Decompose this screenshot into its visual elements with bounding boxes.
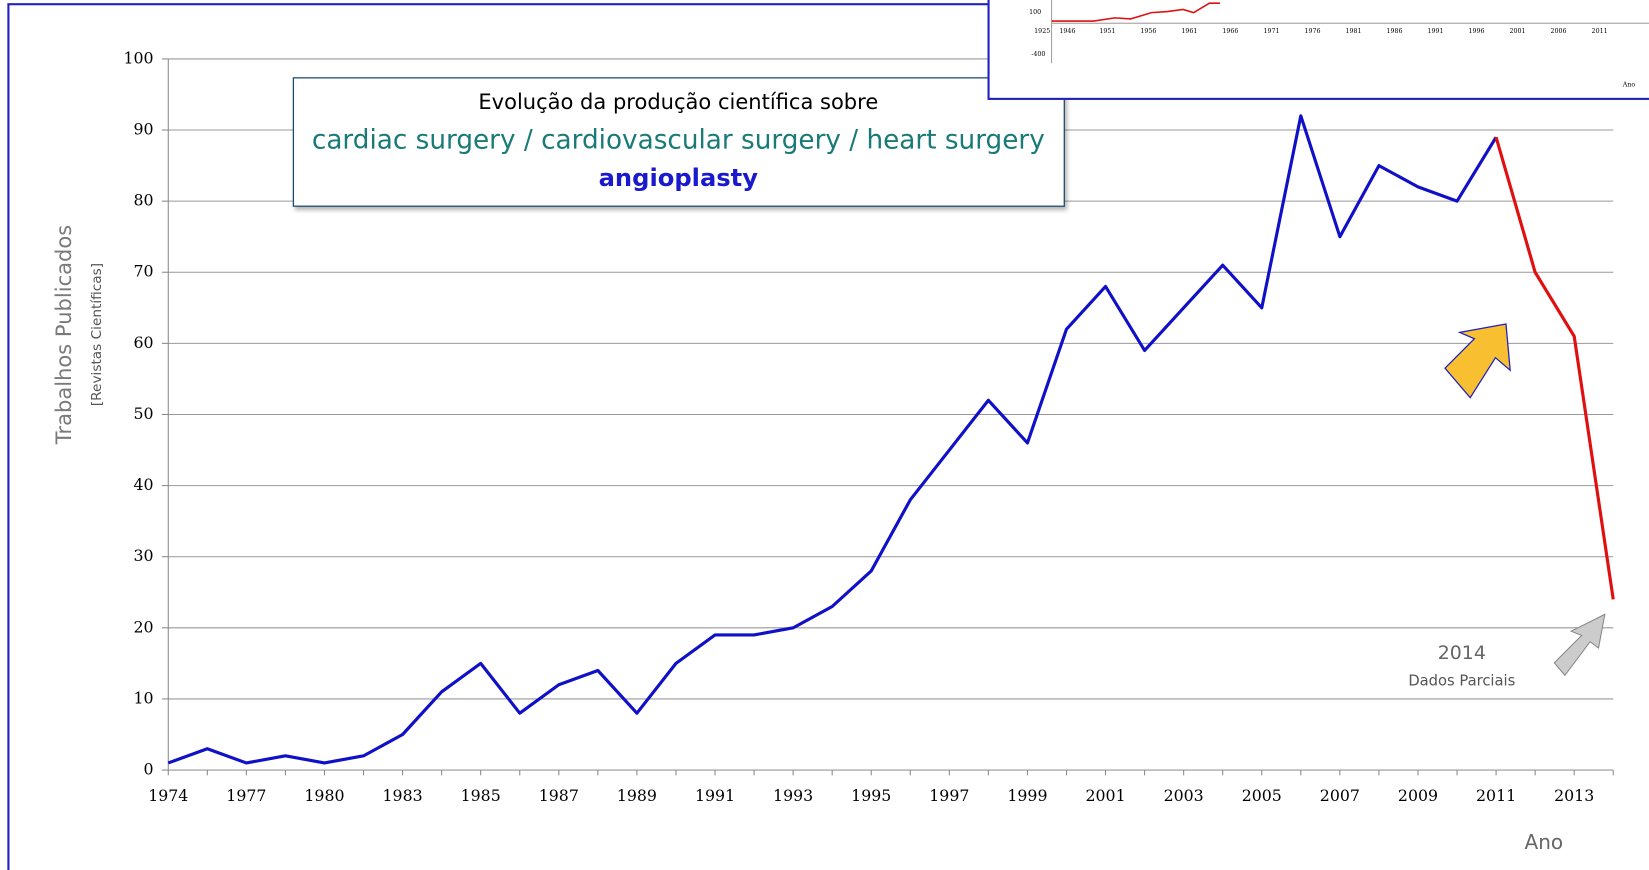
y-tick-label: 10 bbox=[133, 688, 153, 707]
line bbox=[167, 114, 1498, 765]
x-tick-label: 1985 bbox=[461, 786, 501, 805]
inset-x-tick-label: 1925 bbox=[1034, 28, 1050, 35]
frame bbox=[7, 3, 1649, 870]
x-tick-label: 2005 bbox=[1242, 786, 1282, 805]
annotation: 2014 bbox=[1438, 642, 1486, 664]
inset-x-tick-label: 1946 bbox=[1059, 28, 1075, 35]
chart-subtitle: angioplasty bbox=[599, 164, 759, 192]
line bbox=[1494, 136, 1615, 600]
x-tick-label: 1997 bbox=[929, 786, 969, 805]
x-tick-label: 1999 bbox=[1007, 786, 1047, 805]
inset-x-tick-label: 1971 bbox=[1263, 28, 1279, 35]
y-tick-label: 70 bbox=[133, 262, 153, 281]
y-tick-label: 20 bbox=[133, 617, 153, 636]
inset-box bbox=[987, 0, 1649, 100]
annotation: Dados Parciais bbox=[1408, 673, 1515, 690]
inset-x-tick-label: 1991 bbox=[1427, 28, 1443, 35]
x-tick-label: 1983 bbox=[383, 786, 423, 805]
x-tick-label: 1991 bbox=[695, 786, 735, 805]
y-tick-label: 0 bbox=[144, 760, 154, 779]
x-tick-label: 1987 bbox=[539, 786, 579, 805]
inset: 100 -400 Ano 1925 1946 1951 1956 1961 1966 197… bbox=[987, 0, 1649, 100]
inset-y-tick-label: -400 bbox=[1031, 51, 1045, 58]
title-box bbox=[292, 77, 1065, 207]
y-tick-label: 100 bbox=[123, 48, 153, 67]
inset-x-tick-label: 1996 bbox=[1469, 28, 1485, 35]
y-axis-sublabel: [Revistas Científicas] bbox=[89, 263, 105, 406]
inset-x-tick-label: 1961 bbox=[1181, 28, 1197, 35]
inset-x-tick-label: 2011 bbox=[1592, 28, 1608, 35]
y-axis-label: Trabalhos Publicados bbox=[51, 225, 76, 445]
x-tick-label: 1977 bbox=[226, 786, 266, 805]
inset-x-tick-label: 1976 bbox=[1304, 28, 1320, 35]
chart-title: Evolução da produção científica sobre bbox=[478, 89, 878, 114]
inset-x-tick-label: 1951 bbox=[1099, 28, 1115, 35]
y-tick-label: 90 bbox=[133, 120, 153, 139]
x-axis-label: Ano bbox=[1525, 830, 1564, 854]
x-tick-label: 1980 bbox=[304, 786, 344, 805]
inset-x-tick-label: 1981 bbox=[1345, 28, 1361, 35]
x-tick-label: 2007 bbox=[1320, 786, 1360, 805]
inset-line bbox=[1051, 2, 1220, 22]
x-tick-label: 1989 bbox=[617, 786, 657, 805]
arrow bbox=[1553, 613, 1606, 677]
inset-x-tick-label: 2006 bbox=[1551, 28, 1567, 35]
x-tick-label: 1974 bbox=[148, 786, 188, 805]
y-tick-label: 40 bbox=[133, 475, 153, 494]
inset-x-tick-label: 1966 bbox=[1222, 28, 1238, 35]
x-tick-label: 1993 bbox=[773, 786, 813, 805]
chart-subtitle: cardiac surgery / cardiovascular surgery… bbox=[312, 125, 1045, 155]
x-tick-label: 1995 bbox=[851, 786, 891, 805]
x-tick-label: 2001 bbox=[1085, 786, 1125, 805]
inset-x-tick-label: 1986 bbox=[1386, 28, 1402, 35]
y-tick-label: 80 bbox=[133, 191, 153, 210]
arrow bbox=[1444, 323, 1511, 399]
x-tick-label: 2011 bbox=[1476, 786, 1516, 805]
inset-y-tick-label: 100 bbox=[1029, 9, 1041, 16]
x-tick-label: 2003 bbox=[1164, 786, 1204, 805]
inset-x-ticks: 1925 1946 1951 1956 1961 1966 1971 1976 1981 1986… bbox=[1034, 28, 1607, 35]
y-tick-label: 60 bbox=[133, 333, 153, 352]
inset-x-tick-label: 2001 bbox=[1510, 28, 1526, 35]
x-tick-label: 2013 bbox=[1554, 786, 1594, 805]
x-tick-label: 2009 bbox=[1398, 786, 1438, 805]
inset-x-axis-label: Ano bbox=[1622, 82, 1636, 89]
y-tick-label: 30 bbox=[133, 546, 153, 565]
inset-x-tick-label: 1956 bbox=[1140, 28, 1156, 35]
y-tick-label: 50 bbox=[133, 404, 153, 423]
